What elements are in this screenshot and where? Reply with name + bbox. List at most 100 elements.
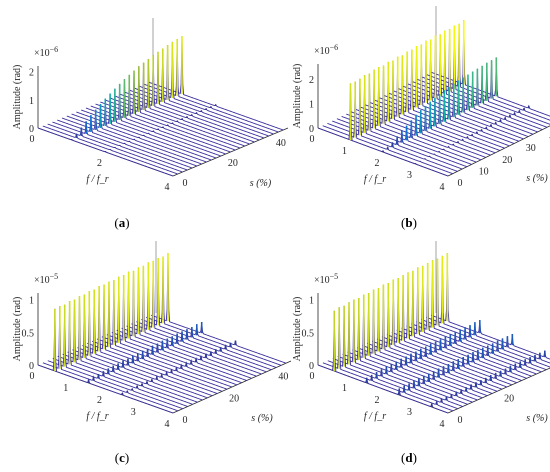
caption-open: ( <box>401 450 405 465</box>
z-exponent-label: ×10−5 <box>34 272 58 286</box>
x-axis-label-text: f / f_r <box>364 411 386 422</box>
s-axis-label: s (%) <box>250 178 272 189</box>
s-tick-label: 0 <box>183 178 188 189</box>
trace-s-4 <box>327 78 458 172</box>
x-tick-label: 2 <box>97 395 102 406</box>
exponent-base: ×10 <box>34 48 50 59</box>
trace-s-24 <box>96 280 233 388</box>
caption-letter: d <box>405 450 413 465</box>
trace-s-18 <box>82 285 218 394</box>
z-axis-label: Amplitude (rad) <box>12 297 23 362</box>
trace-s-12 <box>67 294 203 401</box>
trace-s-6 <box>332 302 463 407</box>
panel-caption: (a) <box>114 215 129 230</box>
s-tick-label: 20 <box>504 393 514 404</box>
trace-s-4 <box>47 123 183 173</box>
trace-s-46 <box>430 253 550 360</box>
x-axis-label-text: f / f_r <box>364 174 386 185</box>
z-exponent-label: ×10−5 <box>314 272 338 286</box>
trace-s-0 <box>317 310 449 414</box>
trace-s-2 <box>42 305 179 412</box>
x-axis-label-text: f / f_r <box>86 411 108 422</box>
trace-s-0 <box>37 127 174 177</box>
trace-s-4 <box>327 305 458 410</box>
x-tick-label: 4 <box>165 182 170 193</box>
s-tick-label: 30 <box>526 143 536 154</box>
z-tick-label: 0.5 <box>302 328 315 339</box>
trace-s-20 <box>87 284 223 392</box>
z-tick-label: 2 <box>29 68 34 79</box>
exponent-base: ×10 <box>34 275 50 286</box>
caption-close: ) <box>413 450 417 465</box>
z-exponent-label: ×10−6 <box>34 45 58 59</box>
trace-s-36 <box>126 265 262 375</box>
trace-s-10 <box>341 69 472 165</box>
x-axis-label: f / f_r <box>364 411 386 422</box>
exponent-power: −5 <box>50 272 59 281</box>
z-tick-label: 2 <box>309 75 314 86</box>
trace-s-0 <box>37 308 174 414</box>
caption-letter: a <box>119 215 126 230</box>
x-tick-label: 2 <box>375 158 380 169</box>
trace-s-2 <box>42 125 178 175</box>
x-axis-label: f / f_r <box>86 411 108 422</box>
x-tick-label: 4 <box>440 419 445 430</box>
s-tick-label: 20 <box>228 158 238 169</box>
z-tick-label: 0 <box>29 124 34 135</box>
x-tick-label: 3 <box>407 407 412 418</box>
x-tick-label: 1 <box>63 383 68 394</box>
x-tick-label: 2 <box>97 158 102 169</box>
x-tick-label: 1 <box>342 383 347 394</box>
z-tick-label: 0 <box>309 361 314 372</box>
trace-s-4 <box>47 304 183 410</box>
exponent-power: −5 <box>330 272 339 281</box>
trace-s-8 <box>57 299 193 405</box>
x-tick-label: 4 <box>440 182 445 193</box>
z-axis-label: Amplitude (rad) <box>292 64 303 129</box>
trace-s-30 <box>111 271 247 381</box>
trace-s-14 <box>72 290 208 399</box>
trace-s-8 <box>337 299 468 405</box>
x-axis-label: f / f_r <box>364 174 386 185</box>
s-tick-label: 0 <box>458 415 463 426</box>
panel-caption: (d) <box>401 450 417 465</box>
x-tick-label: 0 <box>30 371 35 382</box>
z-tick-label: 1 <box>309 296 314 307</box>
caption-close: ) <box>413 215 417 230</box>
caption-letter: c <box>119 450 125 465</box>
x-tick-label: 1 <box>342 146 347 157</box>
trace-s-6 <box>332 75 463 170</box>
caption-open: ( <box>401 215 405 230</box>
trace-s-8 <box>336 73 468 168</box>
s-axis-label: s (%) <box>526 413 548 424</box>
x-tick-label: 0 <box>310 134 315 145</box>
caption-close: ) <box>125 450 129 465</box>
trace-s-34 <box>121 267 257 377</box>
trace-s-10 <box>62 295 198 403</box>
x-axis-label-text: f / f_r <box>86 174 108 185</box>
trace-s-22 <box>369 55 501 151</box>
s-tick-label: 20 <box>502 155 512 166</box>
trace-s-38 <box>131 262 267 373</box>
z-tick-label: 1 <box>309 99 314 110</box>
z-tick-label: 0 <box>309 124 314 135</box>
x-tick-label: 4 <box>165 419 170 430</box>
caption-open: ( <box>114 215 118 230</box>
trace-s-42 <box>141 258 277 368</box>
z-tick-label: 0.5 <box>22 328 35 339</box>
exponent-base: ×10 <box>314 46 330 57</box>
exponent-base: ×10 <box>314 275 330 286</box>
s-tick-label: 10 <box>479 166 489 177</box>
x-tick-label: 3 <box>131 407 136 418</box>
z-axis-label: Amplitude (rad) <box>12 65 23 130</box>
trace-s-2 <box>322 307 454 412</box>
x-tick-label: 0 <box>310 371 315 382</box>
exponent-power: −6 <box>330 43 339 52</box>
s-tick-label: 0 <box>183 415 188 426</box>
x-tick-label: 0 <box>30 134 35 145</box>
trace-s-16 <box>77 289 213 397</box>
x-axis-label: f / f_r <box>86 174 108 185</box>
